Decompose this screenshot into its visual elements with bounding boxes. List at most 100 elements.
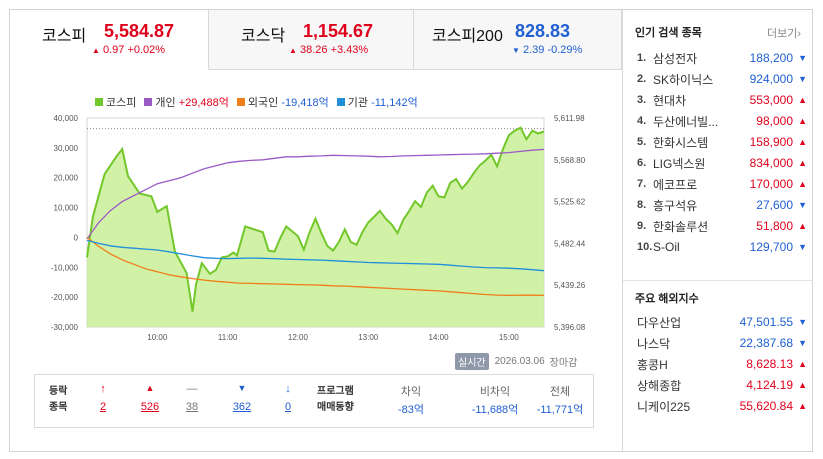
y-tick-label-left: 0: [74, 233, 79, 242]
down-arrow-icon: ▼: [798, 338, 807, 348]
popular-item[interactable]: 3. 현대차 553,000 ▲: [637, 90, 807, 110]
institution-line: [86, 239, 545, 272]
index-name[interactable]: 나스닥: [637, 336, 671, 351]
popular-item[interactable]: 4. 두산에너빌... 98,000 ▲: [637, 111, 807, 131]
legend-item-individual[interactable]: 개인 +29,488억: [144, 94, 229, 110]
overseas-index-item[interactable]: 나스닥 22,387.68 ▼: [637, 333, 807, 353]
up-count[interactable]: 526: [140, 401, 160, 413]
date-label: 2026.03.06: [494, 356, 545, 367]
chart-status: 실시간 2026.03.06 장마감: [455, 353, 577, 370]
popular-item[interactable]: 10. S-Oil 129,700 ▼: [637, 237, 807, 257]
stock-name[interactable]: 에코프로: [653, 177, 698, 192]
tab-kospi[interactable]: 코스피 5,584.87 ▲ 0.97 +0.02%: [10, 10, 209, 70]
legend-swatch: [144, 98, 153, 106]
legend-item-foreign[interactable]: 외국인 -19,418억: [236, 94, 329, 110]
legend-item-kospi[interactable]: 코스피: [95, 94, 136, 110]
index-name[interactable]: 니케이225: [637, 399, 691, 414]
stock-name[interactable]: 두산에너빌...: [653, 114, 719, 129]
x-tick-label: 12:00: [288, 333, 309, 342]
tab-change: ▲ 0.97 +0.02%: [92, 44, 166, 56]
chart-plot: 40,000 30,000 20,000 10,000 0 -10,000 -20,000 -…: [51, 114, 586, 342]
overseas-index-item[interactable]: 홍콩H 8,628.13 ▲: [637, 354, 807, 374]
y-tick-label-left: -20,000: [51, 293, 79, 302]
rank-number: 6.: [637, 157, 647, 169]
rank-number: 5.: [637, 136, 647, 148]
rank-number: 3.: [637, 94, 647, 106]
stock-price: 553,000: [749, 93, 793, 107]
down-arrow-icon: ▼: [798, 317, 807, 327]
program-nonarbitrage-label: 비차익: [479, 386, 511, 398]
up-arrow-icon: ▲: [798, 137, 807, 147]
popular-item[interactable]: 1. 삼성전자 188,200 ▼: [637, 48, 807, 68]
stock-name[interactable]: 현대차: [653, 93, 687, 108]
lower-limit-icon: ↓: [285, 383, 291, 395]
y-tick-label-left: 30,000: [54, 144, 79, 153]
legend-item-institution[interactable]: 기관 -11,142억: [336, 94, 418, 110]
up-arrow-icon: ▲: [289, 46, 297, 55]
popular-item[interactable]: 9. 한화솔루션 51,800 ▲: [637, 216, 807, 236]
realtime-badge[interactable]: 실시간: [455, 353, 489, 370]
stock-name[interactable]: 한화솔루션: [653, 219, 709, 234]
y-tick-label-right: 5,611.98: [554, 114, 585, 123]
flat-icon: —: [186, 383, 198, 395]
market-stats: 등락 종목 ↑ 2 ▲ 526 — 38 ▼ 362 ↓ 0 프로그램 매매동향…: [34, 374, 594, 428]
tab-kospi200[interactable]: 코스피200 828.83 ▼ 2.39 -0.29%: [414, 10, 622, 70]
stock-name[interactable]: 흥구석유: [653, 198, 698, 213]
popular-item[interactable]: 6. LIG넥스원 834,000 ▲: [637, 153, 807, 173]
legend-swatch: [236, 98, 245, 106]
up-arrow-icon: ▲: [92, 46, 100, 55]
overseas-index-item[interactable]: 상해종합 4,124.19 ▲: [637, 375, 807, 395]
popular-item[interactable]: 8. 흥구석유 27,600 ▼: [637, 195, 807, 215]
stock-price: 924,000: [749, 72, 793, 86]
divider: [623, 280, 813, 281]
stock-name[interactable]: S-Oil: [653, 240, 680, 254]
up-arrow-icon: ▲: [798, 221, 807, 231]
index-value: 22,387.68: [739, 336, 793, 350]
overseas-index-item[interactable]: 다우산업 47,501.55 ▼: [637, 312, 807, 332]
stock-name[interactable]: 한화시스템: [653, 135, 709, 150]
index-name[interactable]: 홍콩H: [637, 357, 668, 372]
rank-number: 8.: [637, 199, 647, 211]
up-arrow-icon: ▲: [798, 380, 807, 390]
lower-limit-count[interactable]: 0: [284, 401, 292, 413]
down-arrow-icon: ▼: [512, 46, 520, 55]
down-count[interactable]: 362: [232, 401, 252, 413]
down-arrow-icon: ▼: [798, 242, 807, 252]
up-arrow-icon: ▲: [798, 401, 807, 411]
popular-item[interactable]: 2. SK하이닉스 924,000 ▼: [637, 69, 807, 89]
x-tick-label: 15:00: [499, 333, 520, 342]
tab-value: 1,154.67: [303, 21, 374, 41]
flat-count[interactable]: 38: [185, 401, 199, 413]
overseas-index-item[interactable]: 니케이225 55,620.84 ▲: [637, 396, 807, 416]
tab-name: 코스피: [42, 28, 87, 45]
breadth-label: 등락 종목: [49, 386, 68, 413]
stock-name[interactable]: 삼성전자: [653, 51, 698, 66]
more-link[interactable]: 더보기›: [767, 28, 802, 40]
index-value: 47,501.55: [739, 315, 793, 329]
legend-value: -11,142억: [371, 97, 418, 109]
down-arrow-icon: ▼: [798, 53, 807, 63]
up-arrow-icon: ▲: [798, 95, 807, 105]
popular-item[interactable]: 7. 에코프로 170,000 ▲: [637, 174, 807, 194]
rank-number: 10.: [637, 241, 653, 253]
stock-name[interactable]: SK하이닉스: [653, 72, 714, 87]
legend-value: -19,418억: [281, 97, 329, 109]
program-total-label: 전체: [549, 386, 571, 398]
stock-price: 98,000: [756, 114, 793, 128]
popular-title: 인기 검색 종목: [635, 27, 702, 39]
stock-name[interactable]: LIG넥스원: [653, 156, 706, 171]
tab-value: 5,584.87: [104, 21, 175, 41]
kospi-line: [86, 126, 545, 312]
upper-limit-count[interactable]: 2: [99, 401, 107, 413]
program-arbitrage-label: 차익: [400, 386, 422, 398]
market-close-label: 장마감: [549, 358, 578, 369]
popular-item[interactable]: 5. 한화시스템 158,900 ▲: [637, 132, 807, 152]
index-name[interactable]: 상해종합: [637, 378, 682, 393]
program-total-value: -11,771억: [536, 404, 584, 416]
tab-value: 828.83: [515, 21, 571, 41]
index-name[interactable]: 다우산업: [637, 315, 682, 330]
y-tick-label-right: 5,525.62: [554, 198, 586, 207]
tab-name: 코스피200: [432, 28, 503, 45]
rank-number: 9.: [637, 220, 647, 232]
tab-kosdaq[interactable]: 코스닥 1,154.67 ▲ 38.26 +3.43%: [209, 10, 414, 70]
